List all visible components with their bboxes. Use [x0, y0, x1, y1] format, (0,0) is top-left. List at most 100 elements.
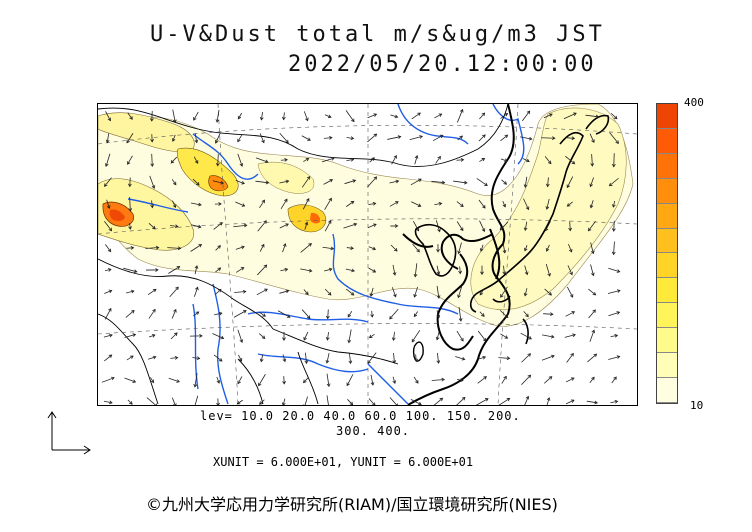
wind-arrow: [101, 377, 115, 383]
wind-arrow: [171, 397, 176, 405]
wind-arrow: [542, 334, 554, 338]
wind-arrow: [457, 135, 463, 141]
wind-arrow-head: [348, 360, 353, 365]
wind-arrow: [520, 332, 532, 340]
wind-arrow: [607, 290, 621, 294]
wind-arrow: [233, 224, 247, 228]
wind-arrow-head: [616, 311, 621, 315]
wind-arrow-head: [329, 179, 334, 183]
wind-arrow-head: [545, 183, 550, 188]
wind-arrow: [589, 133, 595, 143]
wind-arrow-head: [133, 269, 138, 274]
wind-arrow-head: [594, 400, 598, 405]
wind-arrow-head: [611, 251, 616, 256]
wind-arrow: [235, 180, 245, 184]
wind-arrow-head: [393, 247, 398, 252]
wind-arrow: [326, 352, 330, 364]
wind-arrow: [171, 309, 177, 319]
wind-arrow: [610, 334, 618, 338]
wind-arrow: [125, 310, 135, 318]
wind-arrow: [258, 311, 266, 317]
wind-arrow: [479, 220, 485, 232]
wind-arrow-head: [218, 202, 222, 206]
colorbar-swatch: [657, 353, 677, 378]
wind-arrow: [324, 288, 332, 296]
wind-arrow: [258, 374, 266, 386]
wind-vectors: [101, 108, 621, 405]
wind-arrow-head: [328, 267, 333, 272]
wind-arrow: [546, 397, 550, 405]
wind-arrow-head: [611, 228, 616, 232]
wind-arrow: [456, 330, 464, 342]
wind-arrow-head: [151, 185, 156, 189]
wind-arrow: [345, 268, 355, 272]
wind-arrow: [303, 289, 309, 295]
wind-arrow-head: [372, 402, 376, 405]
wind-arrow: [436, 310, 440, 318]
wind-arrow: [500, 113, 508, 119]
wind-arrow: [233, 310, 247, 318]
wind-arrow-head: [419, 135, 423, 139]
wind-arrow-head: [569, 294, 574, 298]
wind-arrow-head: [199, 334, 203, 338]
wind-arrow-head: [373, 223, 377, 227]
wind-arrow: [569, 221, 571, 231]
vector-units: XUNIT = 6.000E+01, YUNIT = 6.000E+01: [213, 455, 474, 469]
wind-arrow-head: [304, 221, 309, 226]
wind-arrow-head: [261, 139, 265, 144]
wind-arrow-head: [479, 291, 484, 296]
wind-arrow: [326, 373, 330, 387]
wind-arrow: [168, 377, 180, 383]
wind-arrow-head: [370, 314, 374, 318]
wind-arrow-head: [371, 157, 375, 161]
wind-arrow-head: [368, 334, 373, 339]
wind-arrow: [457, 286, 463, 298]
wind-arrow-head: [391, 337, 396, 341]
wind-arrow: [565, 137, 575, 139]
wind-arrow: [104, 308, 112, 320]
wind-arrow-head: [459, 108, 464, 113]
wind-arrow: [303, 111, 309, 121]
wind-arrow-head: [524, 271, 529, 276]
wind-arrow-head: [325, 315, 330, 320]
wind-arrow-head: [460, 203, 464, 207]
wind-arrow-head: [525, 313, 529, 318]
wind-arrow: [588, 309, 596, 319]
wind-arrow-head: [284, 267, 289, 272]
wind-arrow: [566, 176, 574, 188]
wind-arrow: [585, 114, 599, 118]
wind-arrow-head: [367, 360, 371, 365]
wind-arrow-head: [150, 379, 155, 384]
wind-arrow-head: [461, 356, 466, 361]
wind-arrow-head: [482, 355, 487, 360]
wind-arrow: [413, 311, 419, 317]
wind-arrow-head: [237, 115, 242, 120]
wind-arrow: [478, 199, 486, 209]
wind-arrow: [588, 220, 596, 232]
wind-arrow: [501, 376, 507, 384]
wind-arrow-head: [150, 139, 154, 143]
wind-arrow-head: [418, 401, 422, 405]
wind-arrow: [170, 332, 178, 340]
wind-arrow-head: [527, 353, 532, 357]
wind-arrow: [305, 352, 307, 364]
wind-arrow-head: [439, 134, 444, 139]
wind-arrow-head: [174, 332, 178, 336]
wind-arrow: [303, 158, 309, 162]
wind-arrow-head: [261, 335, 266, 339]
wind-arrow: [567, 201, 573, 207]
wind-arrow: [322, 246, 334, 250]
wind-arrow: [344, 179, 356, 185]
wind-arrow: [522, 158, 530, 162]
wind-arrow-head: [350, 200, 355, 205]
wind-arrow-head: [528, 136, 533, 141]
wind-arrow: [524, 265, 528, 275]
wind-arrow: [301, 309, 311, 319]
wind-arrow: [214, 289, 222, 295]
graticule: [98, 104, 637, 405]
wind-arrow: [544, 156, 552, 164]
wind-arrow: [279, 180, 289, 184]
wind-arrow-head: [369, 293, 374, 297]
wind-arrow: [477, 376, 487, 384]
wind-arrow-head: [198, 202, 202, 207]
